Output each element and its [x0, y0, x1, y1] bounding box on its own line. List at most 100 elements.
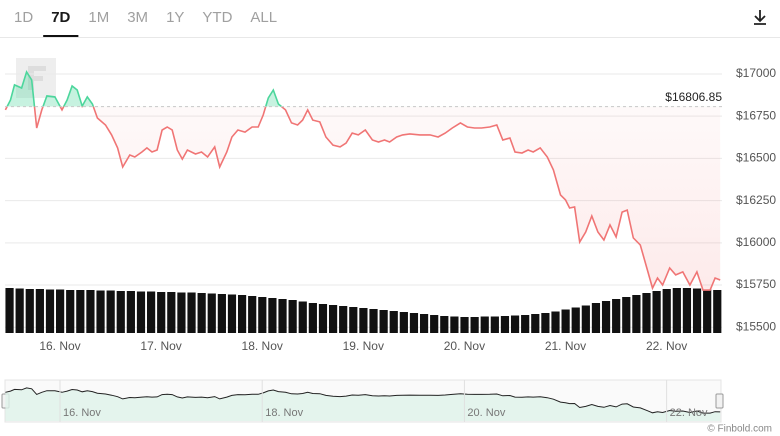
- volume-bar: [328, 305, 338, 333]
- volume-bar: [480, 316, 489, 333]
- volume-bar: [672, 288, 681, 333]
- reference-label: $16806.85: [665, 90, 722, 104]
- x-tick-label: 16. Nov: [39, 339, 80, 353]
- range-tab[interactable]: 7D: [51, 9, 70, 26]
- volume-bar: [430, 315, 439, 333]
- volume-bar: [551, 311, 560, 333]
- volume-bar: [227, 294, 237, 333]
- y-tick-label: $16750: [736, 108, 776, 122]
- volume-bar: [571, 307, 580, 333]
- x-tick-label: 17. Nov: [140, 339, 181, 353]
- volume-bar: [349, 307, 358, 333]
- volume-bar: [440, 316, 449, 333]
- range-tab[interactable]: 1D: [14, 9, 33, 26]
- volume-bar: [56, 289, 65, 333]
- navigator-area: [5, 387, 721, 421]
- volume-bar: [35, 289, 44, 333]
- credit: © Finbold.com: [707, 424, 772, 435]
- volume-bar: [500, 316, 510, 333]
- volume-bar: [45, 289, 55, 333]
- navigator-handle[interactable]: [715, 393, 724, 409]
- volume-bar: [399, 312, 408, 333]
- range-tab[interactable]: 1M: [88, 9, 109, 26]
- volume-bar: [116, 291, 125, 333]
- volume-bar: [409, 313, 419, 333]
- navigator-line: [5, 387, 721, 414]
- volume-bar: [450, 316, 459, 333]
- volume-bar: [460, 317, 469, 333]
- volume-bar: [541, 313, 550, 333]
- y-tick-label: $17000: [736, 66, 776, 80]
- volume-bar: [682, 288, 692, 333]
- volume-bar: [521, 315, 530, 333]
- x-tick-label: 18. Nov: [242, 339, 283, 353]
- y-tick-label: $16250: [736, 193, 776, 207]
- range-tab[interactable]: 1Y: [166, 9, 184, 26]
- volume-bar: [187, 292, 196, 333]
- volume-bar: [237, 295, 247, 333]
- volume-bar: [713, 290, 722, 333]
- volume-bar: [258, 297, 267, 333]
- y-tick-label: $16500: [736, 151, 776, 165]
- volume-bar: [561, 309, 570, 333]
- volume-bar: [25, 289, 34, 333]
- volume-bar: [167, 292, 176, 333]
- range-tab[interactable]: ALL: [250, 9, 277, 26]
- volume-bar: [591, 303, 601, 333]
- selected-tab-underline: [43, 35, 79, 37]
- volume-bar: [692, 288, 702, 333]
- volume-bar: [207, 293, 216, 333]
- range-tab[interactable]: YTD: [202, 9, 232, 26]
- price-area-below: [5, 106, 721, 291]
- volume-bar: [288, 300, 297, 333]
- download-button[interactable]: [754, 10, 766, 25]
- volume-bar: [268, 298, 277, 333]
- volume-bar: [703, 289, 712, 333]
- volume-bar: [177, 292, 186, 333]
- volume-bar: [510, 315, 520, 333]
- y-tick-label: $16000: [736, 235, 776, 249]
- volume-bar: [642, 293, 651, 333]
- range-tab[interactable]: 3M: [127, 9, 148, 26]
- volume-bar: [146, 291, 156, 333]
- volume-bar: [15, 288, 24, 333]
- x-tick-label: 19. Nov: [343, 339, 384, 353]
- volume-bar: [581, 305, 590, 333]
- price-area-above: [7, 71, 282, 107]
- volume-bar: [5, 288, 14, 333]
- y-tick-label: $15750: [736, 277, 776, 291]
- volume-bar: [662, 289, 671, 333]
- price-line-below: [4, 106, 721, 291]
- volume-bar: [248, 296, 257, 333]
- navigator-tick-label: 18. Nov: [265, 407, 303, 419]
- volume-bar: [379, 310, 388, 333]
- x-tick-label: 21. Nov: [545, 339, 586, 353]
- volume-bar: [318, 304, 328, 333]
- volume-bar: [531, 314, 540, 333]
- y-tick-label: $15500: [736, 319, 776, 333]
- volume-bar: [66, 290, 75, 333]
- volume-bar: [298, 301, 307, 333]
- volume-bar: [217, 294, 226, 333]
- volume-bar: [126, 291, 135, 333]
- navigator-tick-label: 20. Nov: [467, 407, 505, 419]
- x-tick-label: 22. Nov: [646, 339, 687, 353]
- volume-bar: [652, 291, 661, 333]
- volume-bar: [490, 316, 499, 333]
- volume-bar: [339, 306, 348, 333]
- volume-bar: [612, 299, 621, 333]
- volume-bar: [601, 301, 611, 333]
- volume-bar: [136, 291, 146, 333]
- volume-bar: [308, 303, 317, 333]
- volume-bar: [359, 308, 368, 333]
- volume-bar: [419, 314, 429, 333]
- volume-bar: [86, 290, 95, 333]
- navigator-tick-label: 16. Nov: [63, 407, 101, 419]
- volume-bar: [369, 309, 378, 333]
- volume-bar: [622, 297, 631, 333]
- volume-bar: [96, 290, 105, 333]
- download-icon[interactable]: [754, 10, 766, 25]
- volume-bar: [157, 292, 166, 333]
- volume-bar: [106, 290, 115, 333]
